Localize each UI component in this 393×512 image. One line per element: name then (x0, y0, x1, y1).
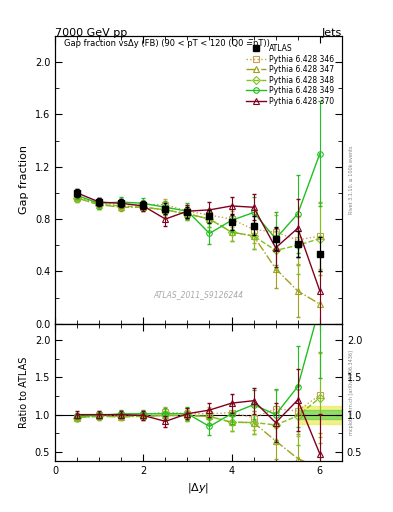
Y-axis label: Ratio to ATLAS: Ratio to ATLAS (19, 356, 29, 428)
Text: ATLAS_2011_S9126244: ATLAS_2011_S9126244 (153, 290, 244, 300)
Y-axis label: Gap fraction: Gap fraction (19, 145, 29, 215)
Text: mcplots.cern.ch [arXiv:1306.3436]: mcplots.cern.ch [arXiv:1306.3436] (349, 350, 354, 435)
Text: Gap fraction vsΔy (FB) (90 < pT < 120 (Q0 =̅pT)): Gap fraction vsΔy (FB) (90 < pT < 120 (Q… (64, 39, 270, 48)
Legend: ATLAS, Pythia 6.428 346, Pythia 6.428 347, Pythia 6.428 348, Pythia 6.428 349, P: ATLAS, Pythia 6.428 346, Pythia 6.428 34… (245, 42, 335, 107)
Text: 7000 GeV pp: 7000 GeV pp (55, 28, 127, 38)
X-axis label: $|\Delta y|$: $|\Delta y|$ (187, 481, 209, 495)
Text: Jets: Jets (321, 28, 342, 38)
Text: Rivet 3.1.10, ≥ 100k events: Rivet 3.1.10, ≥ 100k events (349, 145, 354, 214)
